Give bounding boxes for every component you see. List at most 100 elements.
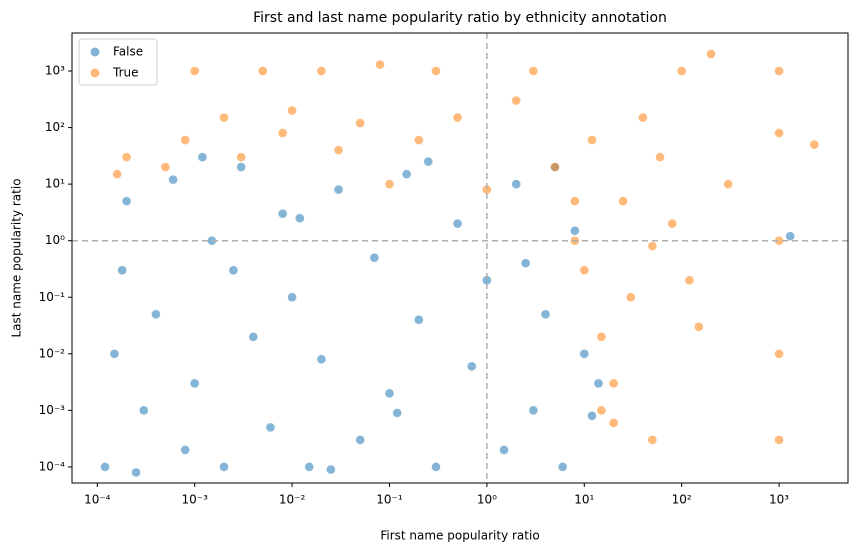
point — [392, 408, 402, 418]
y-tick-label: 10² — [45, 120, 65, 134]
point — [647, 435, 658, 445]
point — [131, 467, 141, 478]
point — [723, 179, 733, 189]
point — [294, 213, 305, 223]
point — [570, 196, 580, 206]
point — [596, 331, 607, 342]
point — [100, 462, 110, 472]
point — [228, 265, 239, 276]
y-tick-label: 10⁻¹ — [39, 290, 66, 304]
point — [511, 179, 522, 189]
x-tick-label: 10⁻² — [279, 493, 306, 507]
point — [355, 435, 365, 445]
point — [277, 208, 288, 219]
point — [774, 435, 784, 445]
plot-frame — [71, 32, 849, 484]
point — [528, 66, 539, 76]
point — [189, 66, 200, 76]
point — [168, 174, 178, 185]
point — [414, 135, 424, 145]
x-tick-label: 10⁻³ — [181, 493, 208, 507]
point — [236, 152, 246, 162]
point — [414, 314, 424, 325]
point — [809, 139, 820, 150]
point — [587, 411, 597, 421]
point — [676, 66, 687, 76]
point — [570, 225, 580, 236]
point — [618, 196, 628, 206]
point — [369, 252, 380, 263]
point — [121, 152, 132, 162]
x-tick-label: 10³ — [769, 493, 789, 507]
point — [248, 331, 259, 342]
legend-label: True — [112, 66, 139, 80]
y-tick-label: 10⁰ — [45, 233, 65, 247]
point — [655, 152, 665, 162]
point — [593, 378, 604, 389]
point — [431, 66, 441, 76]
point — [774, 349, 784, 359]
chart-title: First and last name popularity ratio by … — [253, 10, 667, 26]
point — [587, 135, 597, 145]
point — [499, 445, 509, 455]
point — [236, 162, 246, 172]
point — [684, 275, 695, 286]
point — [579, 349, 590, 359]
point — [316, 66, 327, 76]
y-tick-label: 10³ — [45, 64, 65, 78]
point — [287, 292, 297, 303]
point — [375, 59, 385, 70]
point — [197, 152, 208, 162]
point — [466, 361, 477, 372]
point — [219, 112, 229, 123]
x-tick-label: 10¹ — [574, 493, 594, 507]
x-tick-label: 10⁰ — [477, 493, 497, 507]
point — [638, 112, 648, 123]
x-tick-label: 10² — [672, 493, 692, 507]
point — [138, 405, 149, 416]
point — [316, 354, 327, 365]
point — [109, 349, 120, 359]
point — [384, 388, 395, 399]
point — [287, 105, 297, 116]
point — [431, 462, 441, 472]
point — [774, 66, 784, 76]
point — [520, 258, 531, 269]
x-tick-label: 10⁻¹ — [376, 493, 403, 507]
legend-marker — [90, 68, 100, 78]
point — [304, 462, 315, 472]
y-tick-label: 10⁻⁴ — [39, 459, 66, 473]
y-tick-label: 10¹ — [45, 177, 65, 191]
point — [557, 462, 568, 472]
point — [160, 162, 171, 172]
point — [180, 445, 191, 455]
point — [625, 292, 636, 303]
point — [355, 118, 365, 128]
point — [550, 162, 560, 172]
point — [694, 322, 704, 332]
point — [608, 378, 619, 389]
point — [121, 196, 132, 206]
point — [511, 95, 522, 106]
point — [384, 179, 395, 189]
point — [326, 464, 336, 475]
point — [265, 422, 276, 433]
y-tick-label: 10⁻² — [39, 346, 66, 360]
point — [540, 309, 551, 320]
x-axis-label: First name popularity ratio — [380, 529, 539, 543]
point — [277, 128, 288, 138]
point — [423, 156, 434, 167]
point — [706, 49, 716, 59]
point — [785, 231, 795, 242]
legend-marker — [90, 47, 100, 57]
point — [401, 169, 412, 179]
point — [579, 265, 590, 276]
point — [333, 184, 344, 195]
legend-label: False — [113, 45, 143, 59]
point — [219, 462, 229, 472]
point — [180, 135, 191, 145]
point — [528, 405, 539, 416]
point — [189, 378, 200, 389]
y-tick-label: 10⁻³ — [39, 403, 66, 417]
point — [117, 265, 127, 276]
